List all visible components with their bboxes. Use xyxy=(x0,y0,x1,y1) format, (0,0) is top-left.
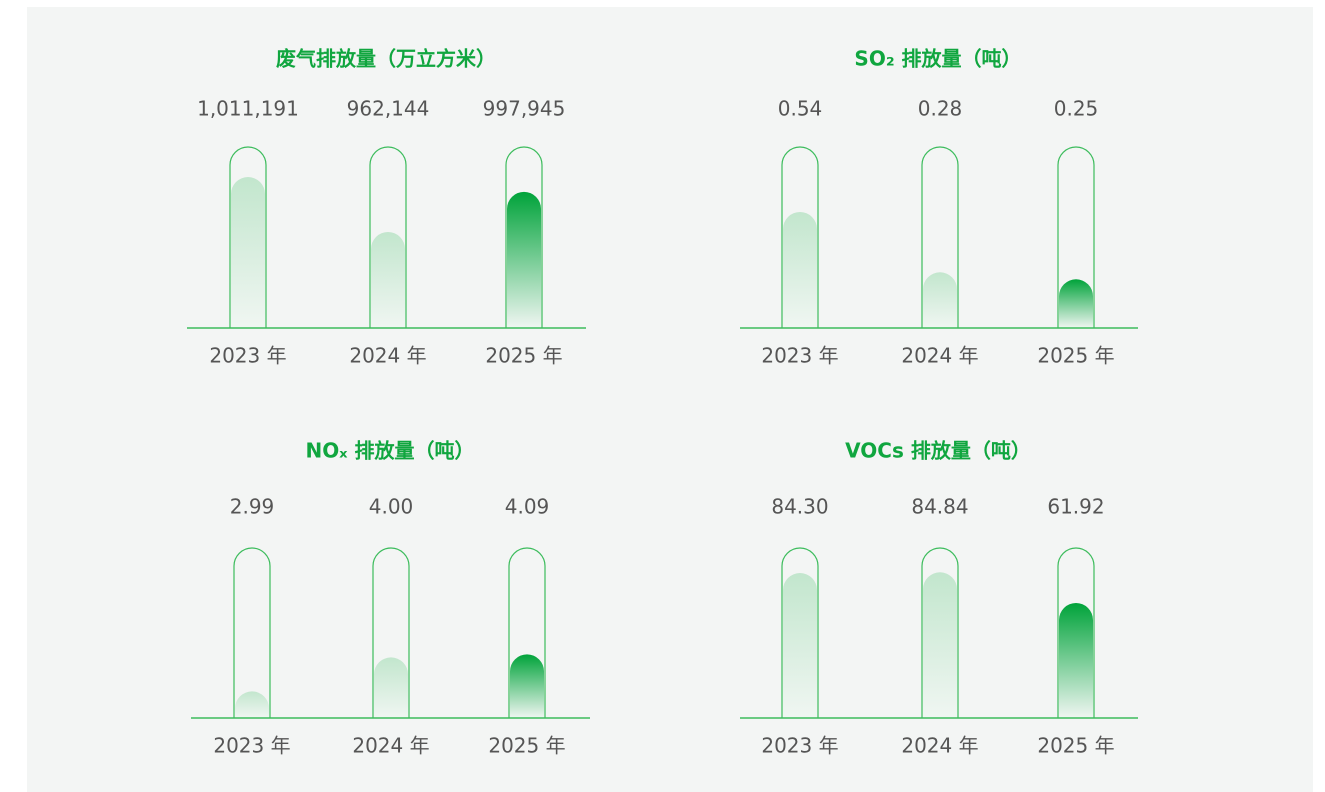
x-tick-label: 2025 年 xyxy=(485,344,562,368)
tube xyxy=(372,547,410,718)
bar xyxy=(783,573,817,718)
x-tick-label: 2025 年 xyxy=(1037,344,1114,368)
x-tick-label: 2024 年 xyxy=(901,344,978,368)
x-tick-label: 2023 年 xyxy=(209,344,286,368)
chart-title: SO₂ 排放量（吨） xyxy=(854,47,1021,71)
value-label: 4.00 xyxy=(369,495,414,519)
chart-title: VOCs 排放量（吨） xyxy=(845,439,1031,463)
chart-title: NOₓ 排放量（吨） xyxy=(306,439,475,463)
tube xyxy=(1057,146,1095,328)
x-tick-label: 2023 年 xyxy=(761,344,838,368)
x-tick-label: 2024 年 xyxy=(352,734,429,758)
bar xyxy=(1059,279,1093,328)
tube xyxy=(505,146,543,328)
tube xyxy=(508,547,546,718)
bar xyxy=(1059,602,1093,718)
value-label: 84.84 xyxy=(911,495,968,519)
value-label: 61.92 xyxy=(1047,495,1104,519)
value-label: 4.09 xyxy=(505,495,550,519)
value-label: 84.30 xyxy=(771,495,828,519)
value-label: 0.28 xyxy=(918,97,963,121)
tube xyxy=(921,146,959,328)
bar xyxy=(235,691,269,718)
bar xyxy=(231,177,265,328)
tube xyxy=(921,547,959,718)
value-label: 0.54 xyxy=(778,97,823,121)
bar xyxy=(507,191,541,328)
tube xyxy=(781,547,819,718)
bar xyxy=(923,572,957,718)
value-label: 1,011,191 xyxy=(197,97,299,121)
tube xyxy=(229,146,267,328)
bar xyxy=(923,272,957,328)
chart-title: 废气排放量（万立方米） xyxy=(276,47,496,71)
tube xyxy=(233,547,271,718)
value-label: 962,144 xyxy=(347,97,430,121)
value-label: 997,945 xyxy=(483,97,566,121)
x-tick-label: 2025 年 xyxy=(488,734,565,758)
bar xyxy=(371,232,405,328)
tube xyxy=(781,146,819,328)
value-label: 2.99 xyxy=(230,495,275,519)
x-tick-label: 2025 年 xyxy=(1037,734,1114,758)
tube xyxy=(1057,547,1095,718)
panel xyxy=(27,7,1313,792)
bar xyxy=(510,654,544,718)
x-tick-label: 2023 年 xyxy=(761,734,838,758)
bar xyxy=(374,657,408,718)
x-tick-label: 2024 年 xyxy=(349,344,426,368)
bar xyxy=(783,211,817,328)
x-tick-label: 2023 年 xyxy=(213,734,290,758)
value-label: 0.25 xyxy=(1054,97,1099,121)
x-tick-label: 2024 年 xyxy=(901,734,978,758)
tube xyxy=(369,146,407,328)
